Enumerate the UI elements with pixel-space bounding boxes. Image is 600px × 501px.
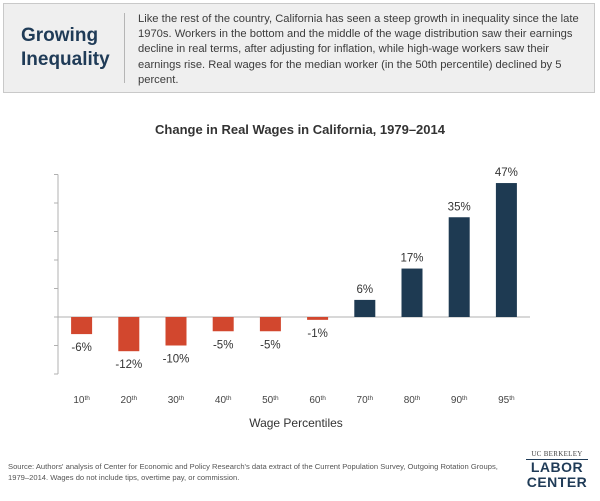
bar-95th: [495, 183, 517, 317]
logo-labor: LABOR: [530, 459, 584, 475]
panel-title-line2: Inequality: [21, 49, 110, 70]
bar-90th: [448, 217, 470, 317]
data-label-70th: 6%: [356, 284, 373, 296]
bar-60th: [307, 317, 329, 320]
bar-40th: [212, 317, 234, 332]
chart-title: Change in Real Wages in California, 1979…: [155, 122, 445, 137]
bar-70th: [354, 299, 376, 317]
data-label-80th: 17%: [400, 253, 423, 265]
x-tick-label-90th: 90th: [451, 395, 468, 407]
bar-50th: [259, 317, 281, 332]
data-label-95th: 47%: [495, 167, 518, 179]
panel-title-line1: Growing: [21, 25, 99, 46]
x-tick-label-40th: 40th: [215, 395, 232, 407]
panel-divider: [124, 13, 125, 83]
bar-20th: [118, 317, 140, 352]
panel-title: Growing Inequality: [4, 4, 123, 92]
data-label-10th: -6%: [71, 342, 91, 354]
x-tick-label-70th: 70th: [357, 395, 374, 407]
x-tick-label-80th: 80th: [404, 395, 421, 407]
x-tick-label-30th: 30th: [168, 395, 185, 407]
bar-chart: -6% 10th -12% 20th -10% 30th -5% 40th -5% 50th -1%…: [54, 167, 530, 430]
data-label-40th: -5%: [213, 339, 233, 351]
panel-description: Like the rest of the country, California…: [138, 13, 579, 86]
data-label-90th: 35%: [448, 201, 471, 213]
source-note: Source: Authors' analysis of Center for …: [8, 462, 498, 482]
data-label-50th: -5%: [260, 339, 280, 351]
data-label-60th: -1%: [307, 328, 327, 340]
logo-center: CENTER: [526, 474, 588, 490]
logo-university: UC BERKELEY: [531, 450, 583, 458]
x-tick-label-50th: 50th: [262, 395, 279, 407]
bar-30th: [165, 317, 187, 346]
x-tick-label-10th: 10th: [73, 395, 90, 407]
data-label-30th: -10%: [163, 354, 190, 366]
data-label-20th: -12%: [115, 359, 142, 371]
intro-panel: Growing Inequality Like the rest of the …: [3, 3, 595, 93]
x-axis-title: Wage Percentiles: [249, 416, 343, 430]
bar-80th: [401, 268, 423, 317]
bar-10th: [71, 317, 93, 335]
labor-center-logo: UC BERKELEY LABOR CENTER: [524, 450, 590, 490]
x-tick-label-60th: 60th: [309, 395, 326, 407]
logo-rule: [526, 459, 588, 460]
x-tick-label-20th: 20th: [121, 395, 138, 407]
x-tick-label-95th: 95th: [498, 395, 515, 407]
